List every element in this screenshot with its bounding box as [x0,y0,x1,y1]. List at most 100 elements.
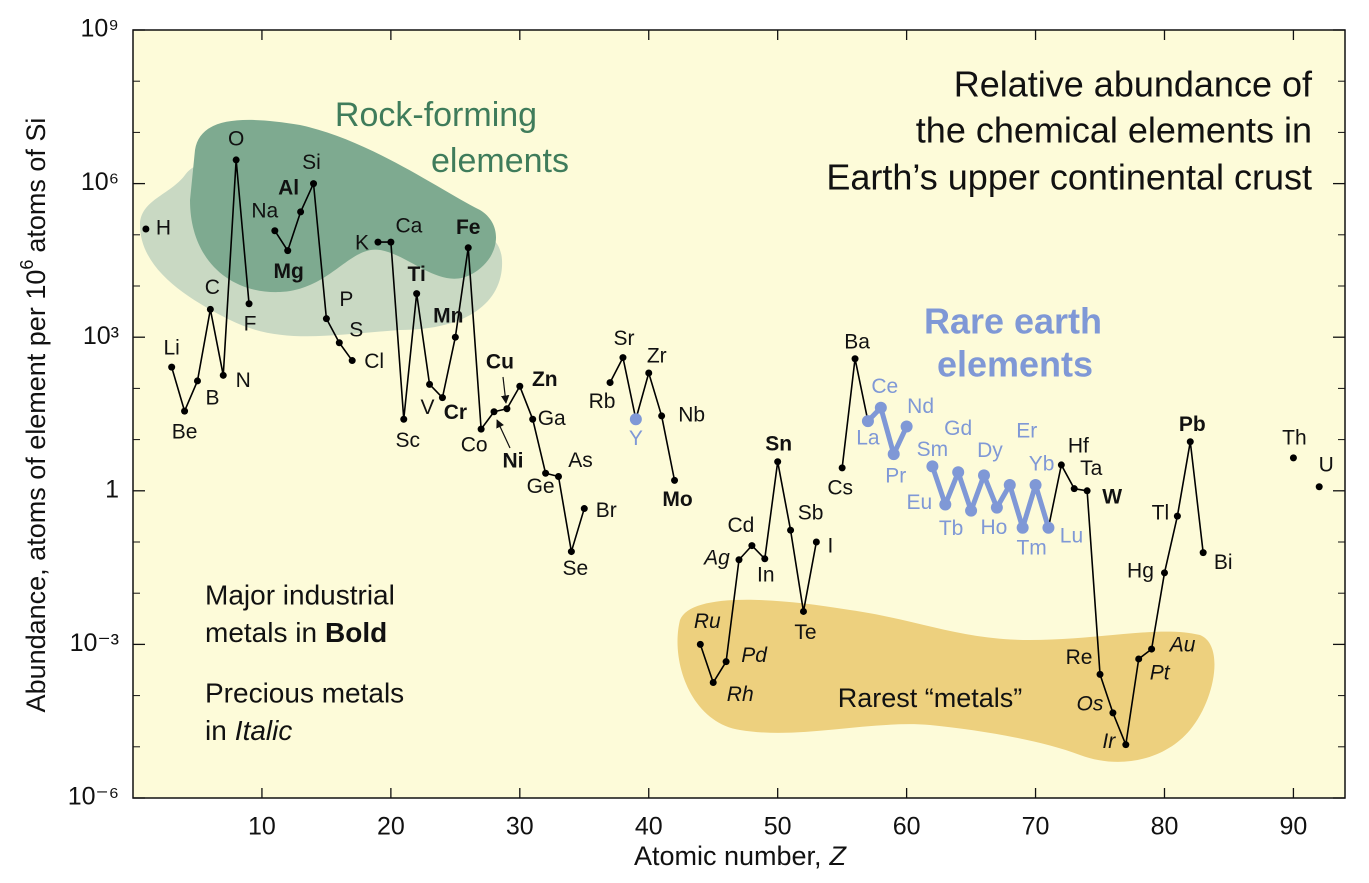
data-point [426,380,434,388]
element-label: La [856,427,880,450]
element-label: Cs [827,476,853,499]
title-line: Earth’s upper continental crust [826,157,1312,198]
annotation: Rock-forming [335,96,537,134]
rock-forming-region [190,119,497,293]
element-label: O [228,127,244,150]
data-point [168,363,176,371]
data-point [232,156,240,164]
data-point [900,420,913,433]
element-label: Au [1168,634,1196,657]
data-point [219,371,227,379]
title: Relative abundance of the chemical eleme… [826,64,1313,198]
element-label: Eu [906,491,932,514]
data-point [1109,709,1117,717]
pointer-arrow [496,419,511,449]
element-label: Gd [944,417,972,440]
pointer-arrow [500,376,510,404]
element-label: U [1319,453,1334,476]
data-point [926,460,939,473]
data-point [1148,645,1156,653]
annotation: elements [937,344,1093,385]
element-label: Ga [538,407,566,430]
element-label: Re [1066,646,1093,669]
element-label: Sb [798,502,824,525]
data-point [503,405,511,413]
element-label: As [568,449,593,472]
note-emphasis: Italic [235,715,293,746]
data-point [735,556,743,564]
data-point [400,415,408,423]
y-axis-label: 6 [17,260,37,270]
element-label: H [156,217,171,240]
element-label: Y [629,427,643,450]
element-label: P [339,288,353,311]
rare-earth-label: Rare earth elements [924,301,1102,385]
element-label: In [757,563,775,586]
data-point [1042,521,1055,534]
title-line: the chemical elements in [916,110,1312,151]
rarest-metals-region [677,599,1215,762]
element-label: Ni [503,449,524,472]
data-point [1160,569,1168,577]
element-label: Zr [647,345,667,368]
data-point [722,658,730,666]
note: metals in Bold [205,617,387,648]
data-point [658,412,666,420]
data-point [206,305,214,313]
element-label: Nb [678,403,705,426]
data-point [1070,485,1078,493]
element-label: V [421,396,435,419]
element-label: Hf [1068,434,1089,457]
element-label: Pb [1179,413,1206,436]
data-point [851,355,859,363]
element-label: Hg [1127,559,1154,582]
data-point [477,425,485,433]
data-point [516,382,524,390]
element-label: C [205,276,220,299]
data-point [374,238,382,246]
title-line: Relative abundance of [954,64,1313,105]
series-line [930,465,1051,531]
element-label: W [1102,485,1122,508]
data-point [774,458,782,466]
element-label: F [244,312,257,335]
data-point [990,501,1003,514]
element-label: Mn [433,305,463,328]
data-point [606,379,614,387]
data-point [413,290,421,298]
data-point [1173,512,1181,520]
element-label: Al [278,176,299,199]
note: in [205,715,227,746]
element-label: Cu [486,350,514,373]
element-label: Er [1016,420,1037,443]
element-label: Ca [395,215,422,238]
series-line [866,405,909,457]
element-label: Rh [727,683,754,706]
element-label: Ba [844,330,870,353]
data-point [271,227,279,235]
x-tick-label: 20 [377,813,405,841]
y-axis-label: Abundance, atoms of element per 10 [21,270,51,713]
data-point [761,555,769,563]
data-point [438,394,446,402]
element-label: K [355,232,369,255]
element-label: Li [164,337,180,360]
element-label: Ce [871,375,898,398]
element-label: Mg [274,260,304,283]
data-point [748,542,756,550]
data-point [952,466,965,479]
data-point [451,333,459,341]
element-label: Dy [977,439,1003,462]
note-emphasis: Bold [325,617,387,648]
x-tick-label: 40 [635,813,663,841]
data-point [1199,549,1207,557]
note: Major industrial [205,579,395,610]
element-label: Na [251,199,278,222]
element-label: Sc [396,429,421,452]
y-axis-label: Abundance, atoms of element per 106 atoms… [17,118,51,713]
data-point [142,225,150,233]
element-label: Cd [727,514,754,537]
data-point [580,505,588,513]
element-label: Sn [765,432,792,455]
